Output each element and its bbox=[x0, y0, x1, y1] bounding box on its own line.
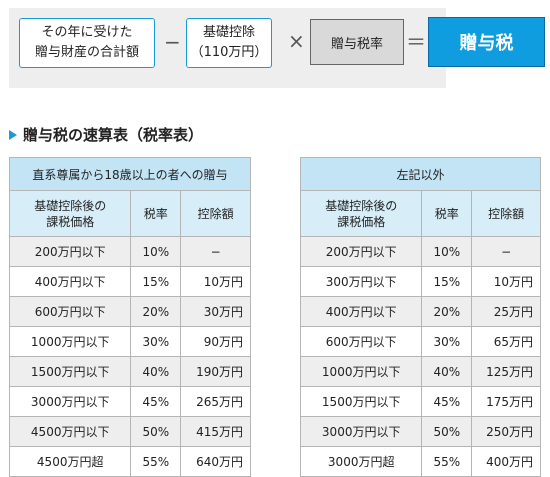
tax-rate-box: 贈与税率 bbox=[310, 19, 404, 65]
rate-cell: 40% bbox=[130, 356, 182, 387]
deduction-cell: 415万円 bbox=[180, 416, 251, 447]
basic-deduction-box: 基礎控除 （110万円） bbox=[186, 18, 272, 68]
amount-cell: 600万円以下 bbox=[8, 296, 132, 327]
table-row: 3000万円以下 45% 265万円 bbox=[8, 386, 251, 417]
rate-cell: 15% bbox=[421, 266, 473, 297]
deduction-cell: 25万円 bbox=[471, 296, 541, 327]
rate-cell: 20% bbox=[421, 296, 473, 327]
amount-cell: 4500万円超 bbox=[8, 446, 132, 477]
amount-cell: 200万円以下 bbox=[8, 236, 132, 267]
rate-cell: 15% bbox=[130, 266, 182, 297]
deduction-cell: − bbox=[471, 236, 541, 267]
rate-table-other: 左記以外 基礎控除後の 課税価格 税率 控除額 200万円以下 10% − 300万… bbox=[299, 157, 541, 477]
equals-sign: ＝ bbox=[406, 30, 426, 54]
header-deduction: 控除額 bbox=[471, 190, 541, 237]
deduction-cell: 30万円 bbox=[180, 296, 251, 327]
amount-cell: 1000万円以下 bbox=[8, 326, 132, 357]
times-sign: × bbox=[288, 29, 305, 53]
table-row: 600万円以下 20% 30万円 bbox=[8, 296, 251, 327]
gift-total-box: その年に受けた 贈与財産の合計額 bbox=[19, 18, 155, 68]
table-caption: 左記以外 bbox=[300, 157, 541, 191]
rate-cell: 55% bbox=[130, 446, 182, 477]
header-taxable-amount: 基礎控除後の 課税価格 bbox=[8, 190, 132, 237]
amount-cell: 200万円以下 bbox=[299, 236, 423, 267]
table-row: 400万円以下 15% 10万円 bbox=[8, 266, 251, 297]
rate-cell: 30% bbox=[421, 326, 473, 357]
deduction-cell: 10万円 bbox=[180, 266, 251, 297]
deduction-cell: 190万円 bbox=[180, 356, 251, 387]
basic-deduction-line2: （110万円） bbox=[190, 45, 268, 60]
rate-cell: 30% bbox=[130, 326, 182, 357]
table-row: 600万円以下 30% 65万円 bbox=[299, 326, 541, 357]
table-row: 4500万円超 55% 640万円 bbox=[8, 446, 251, 477]
deduction-cell: 400万円 bbox=[471, 446, 541, 477]
amount-cell: 1500万円以下 bbox=[299, 386, 423, 417]
table-row: 3000万円超 55% 400万円 bbox=[299, 446, 541, 477]
rate-table-lineal: 直系尊属から18歳以上の者への贈与 基礎控除後の 課税価格 税率 控除額 200… bbox=[8, 157, 251, 477]
amount-cell: 300万円以下 bbox=[299, 266, 423, 297]
amount-cell: 3000万円以下 bbox=[299, 416, 423, 447]
amount-cell: 400万円以下 bbox=[8, 266, 132, 297]
table-row: 4500万円以下 50% 415万円 bbox=[8, 416, 251, 447]
rate-cell: 50% bbox=[421, 416, 473, 447]
header-tax-rate: 税率 bbox=[130, 190, 182, 237]
header-taxable-amount: 基礎控除後の 課税価格 bbox=[299, 190, 423, 237]
amount-cell: 600万円以下 bbox=[299, 326, 423, 357]
deduction-cell: 250万円 bbox=[471, 416, 541, 447]
deduction-cell: − bbox=[180, 236, 251, 267]
rate-cell: 45% bbox=[130, 386, 182, 417]
table-row: 1500万円以下 40% 190万円 bbox=[8, 356, 251, 387]
table-row: 1000万円以下 30% 90万円 bbox=[8, 326, 251, 357]
table-row: 200万円以下 10% − bbox=[299, 236, 541, 267]
gift-total-line1: その年に受けた bbox=[41, 25, 133, 40]
gift-total-line2: 贈与財産の合計額 bbox=[34, 45, 139, 60]
table-row: 1500万円以下 45% 175万円 bbox=[299, 386, 541, 417]
deduction-cell: 175万円 bbox=[471, 386, 541, 417]
gift-tax-result-box: 贈与税 bbox=[428, 17, 545, 67]
basic-deduction-line1: 基礎控除 bbox=[202, 25, 255, 40]
header-tax-rate: 税率 bbox=[421, 190, 473, 237]
deduction-cell: 65万円 bbox=[471, 326, 541, 357]
rate-cell: 10% bbox=[421, 236, 473, 267]
amount-cell: 400万円以下 bbox=[299, 296, 423, 327]
triangle-bullet-icon bbox=[9, 129, 17, 140]
table-row: 200万円以下 10% − bbox=[8, 236, 251, 267]
amount-cell: 1500万円以下 bbox=[8, 356, 132, 387]
section-heading: 贈与税の速算表（税率表） bbox=[9, 124, 203, 145]
amount-cell: 3000万円超 bbox=[299, 446, 423, 477]
table-row: 400万円以下 20% 25万円 bbox=[299, 296, 541, 327]
rate-cell: 50% bbox=[130, 416, 182, 447]
rate-cell: 55% bbox=[421, 446, 473, 477]
amount-cell: 3000万円以下 bbox=[8, 386, 132, 417]
section-title: 贈与税の速算表（税率表） bbox=[23, 126, 204, 144]
amount-cell: 4500万円以下 bbox=[8, 416, 132, 447]
amount-cell: 1000万円以下 bbox=[299, 356, 423, 387]
rate-cell: 40% bbox=[421, 356, 473, 387]
rate-cell: 45% bbox=[421, 386, 473, 417]
deduction-cell: 125万円 bbox=[471, 356, 541, 387]
deduction-cell: 10万円 bbox=[471, 266, 541, 297]
rate-cell: 10% bbox=[130, 236, 182, 267]
header-deduction: 控除額 bbox=[180, 190, 251, 237]
table-row: 1000万円以下 40% 125万円 bbox=[299, 356, 541, 387]
deduction-cell: 90万円 bbox=[180, 326, 251, 357]
table-row: 300万円以下 15% 10万円 bbox=[299, 266, 541, 297]
table-caption: 直系尊属から18歳以上の者への贈与 bbox=[9, 157, 251, 191]
table-row: 3000万円以下 50% 250万円 bbox=[299, 416, 541, 447]
minus-sign: − bbox=[164, 30, 181, 54]
deduction-cell: 265万円 bbox=[180, 386, 251, 417]
rate-cell: 20% bbox=[130, 296, 182, 327]
deduction-cell: 640万円 bbox=[180, 446, 251, 477]
